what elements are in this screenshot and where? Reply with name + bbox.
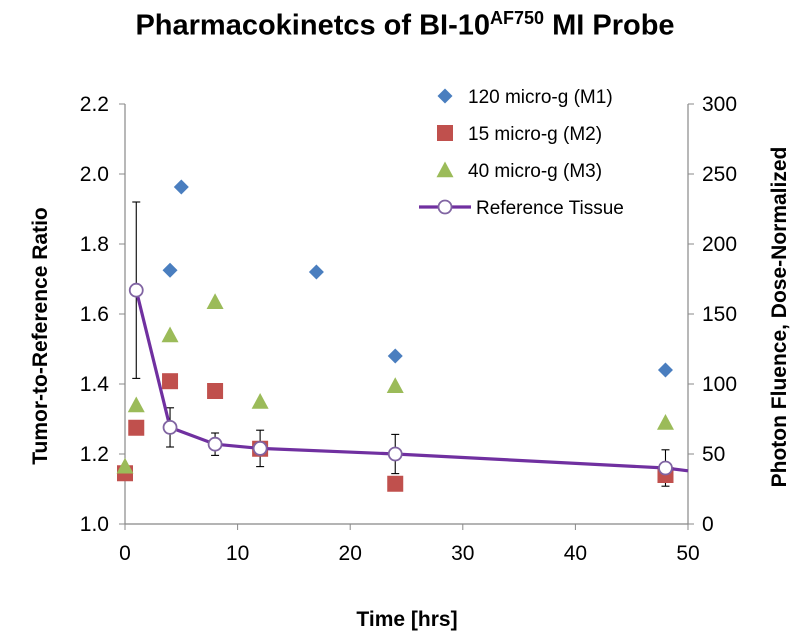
legend: 120 micro-g (M1) 15 micro-g (M2) 40 micro-… — [419, 87, 624, 219]
y-tick-label: 1.4 — [80, 373, 110, 396]
y2-tick-label: 250 — [702, 163, 737, 186]
y-tick-label: 1.8 — [80, 233, 109, 256]
x-tick-label: 30 — [451, 542, 474, 565]
legend-marker-square — [437, 125, 453, 141]
data-point-square — [207, 383, 224, 399]
reference-tissue-point — [162, 419, 178, 435]
y2-tick-label: 200 — [702, 233, 737, 256]
y2-tick-label: 0 — [702, 513, 714, 536]
legend-label: Reference Tissue — [476, 198, 624, 219]
y-tick-label: 2.2 — [80, 93, 109, 116]
data-point-triangle — [127, 396, 145, 413]
x-axis-title: Time [hrs] — [356, 608, 457, 631]
y-tick-label: 1.6 — [80, 303, 109, 326]
x-tick-label: 0 — [119, 542, 131, 565]
series-0 — [162, 179, 673, 378]
series-2 — [116, 293, 674, 474]
legend-label: 40 micro-g (M3) — [468, 161, 602, 182]
data-point-diamond — [657, 362, 673, 378]
reference-tissue-point — [387, 446, 403, 462]
y2-axis-title: Photon Fluence, Dose-Normalized — [768, 147, 791, 488]
x-tick-label: 20 — [339, 542, 362, 565]
reference-tissue-point — [128, 282, 144, 298]
y-tick-label: 1.0 — [80, 513, 109, 536]
x-tick-label: 40 — [564, 542, 587, 565]
data-point-square — [162, 373, 179, 390]
data-point-triangle — [386, 377, 404, 393]
y-axis-title: Tumor-to-Reference Ratio — [29, 207, 52, 464]
data-point-triangle — [116, 457, 134, 474]
legend-marker-triangle — [436, 161, 454, 178]
x-tick-label: 50 — [676, 542, 699, 565]
y-tick-label: 2.0 — [80, 163, 109, 186]
data-point-triangle — [161, 326, 179, 343]
data-point-diamond — [173, 179, 189, 195]
reference-tissue-point — [207, 436, 223, 452]
legend-marker-circle — [437, 199, 453, 215]
data-point-diamond — [387, 348, 403, 364]
y2-tick-label: 300 — [702, 93, 737, 116]
y-tick-label: 1.2 — [80, 443, 109, 466]
data-point-square — [387, 475, 404, 492]
data-point-triangle — [656, 414, 674, 430]
x-tick-label: 10 — [226, 542, 249, 565]
y2-tick-label: 50 — [702, 443, 725, 466]
y2-tick-label: 100 — [702, 373, 737, 396]
reference-tissue-point — [658, 460, 673, 476]
chart-title: Pharmacokinetcs of BI-10AF750 MI Probe — [135, 8, 675, 42]
legend-label: 120 micro-g (M1) — [468, 87, 613, 108]
legend-marker-diamond — [437, 88, 453, 104]
y2-tick-label: 150 — [702, 303, 737, 326]
data-point-diamond — [162, 262, 178, 278]
data-point-diamond — [308, 264, 324, 280]
series-3 — [128, 282, 689, 476]
data-point-triangle — [206, 293, 224, 309]
reference-tissue-point — [252, 440, 268, 456]
data-point-triangle — [251, 393, 269, 409]
data-point-square — [128, 419, 145, 436]
legend-label: 15 micro-g (M2) — [468, 124, 602, 145]
